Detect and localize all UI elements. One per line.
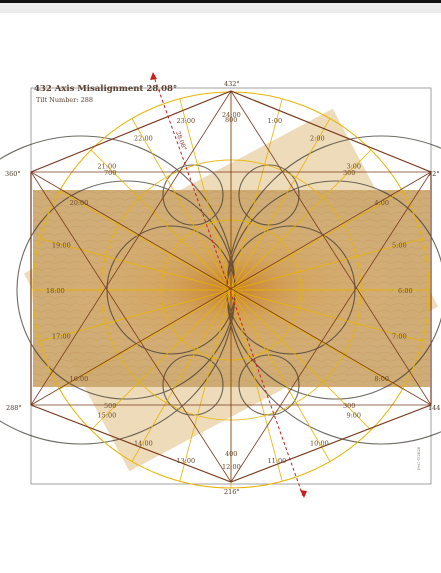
hour-spoke bbox=[230, 289, 403, 390]
hour-label: 20:00 bbox=[70, 199, 89, 207]
hour-spoke bbox=[230, 289, 331, 462]
hour-label: 12:00 bbox=[222, 463, 241, 471]
hour-spoke bbox=[230, 289, 423, 342]
hour-labels: 24:00 1:00 2:00 3:00 4:00 5:00 6:00 7:00 8:00 9:0… bbox=[46, 111, 413, 471]
corner-label-bottom-left: 288° bbox=[6, 404, 22, 412]
hour-spoke bbox=[230, 149, 372, 291]
tilt-angle-label: 28.08° bbox=[174, 130, 187, 151]
hour-label: 11:00 bbox=[268, 457, 287, 465]
hour-label: 15:00 bbox=[98, 411, 117, 419]
hour-label: 4:00 bbox=[374, 199, 389, 207]
hour-spoke bbox=[59, 190, 232, 291]
hour-spoke bbox=[230, 289, 283, 482]
hour-spoke bbox=[131, 118, 232, 291]
hour-spoke bbox=[230, 289, 372, 431]
credit-label: PeC ©2020 bbox=[416, 446, 421, 470]
ring-label: 300 bbox=[343, 402, 355, 410]
hour-label: 19:00 bbox=[52, 241, 71, 249]
hour-spoke bbox=[230, 98, 283, 291]
ring-label: 500 bbox=[104, 402, 116, 410]
hour-label: 7:00 bbox=[392, 333, 407, 341]
hexagon-diagonal bbox=[230, 90, 432, 406]
hour-label: 3:00 bbox=[346, 163, 361, 171]
hour-spoke bbox=[131, 289, 232, 462]
ring-label: 300 bbox=[343, 169, 355, 177]
hexagon-diagonal bbox=[30, 90, 232, 406]
hour-label: 14:00 bbox=[134, 439, 153, 447]
corner-label-bottom-right: 144° bbox=[428, 404, 441, 412]
hexagon-diagonal bbox=[30, 171, 232, 483]
hour-label: 24:00 bbox=[222, 111, 241, 119]
hour-spoke bbox=[230, 190, 403, 291]
corner-label-bottom: 216° bbox=[224, 488, 240, 496]
top-band bbox=[0, 3, 441, 13]
corner-label-left: 360° bbox=[5, 170, 21, 178]
ring-label: 800 bbox=[225, 116, 237, 124]
hexagon-diagonals bbox=[30, 90, 432, 483]
hour-label: 16:00 bbox=[70, 375, 89, 383]
corner-label-top: 432° bbox=[224, 80, 240, 88]
tilt-axis bbox=[150, 72, 307, 498]
hour-spoke bbox=[179, 289, 232, 482]
hour-label: 10:00 bbox=[310, 439, 329, 447]
hour-label: 9:00 bbox=[346, 411, 361, 419]
hour-label: 18:00 bbox=[46, 287, 65, 295]
hour-label: 13:00 bbox=[176, 457, 195, 465]
corner-label-right: 72° bbox=[428, 170, 440, 178]
hour-label: 8:00 bbox=[374, 375, 389, 383]
hour-label: 23:00 bbox=[176, 117, 195, 125]
hour-label: 17:00 bbox=[52, 333, 71, 341]
ring-labels: 800 700 300 500 300 400 bbox=[104, 116, 355, 458]
hour-label: 1:00 bbox=[268, 117, 283, 125]
tilt-number: Tilt Number: 288 bbox=[36, 96, 93, 104]
ring-label: 400 bbox=[225, 450, 237, 458]
hour-label: 5:00 bbox=[392, 241, 407, 249]
hour-spoke bbox=[59, 289, 232, 390]
hour-spokes bbox=[33, 92, 429, 488]
hour-label: 21:00 bbox=[98, 163, 117, 171]
hour-label: 2:00 bbox=[310, 135, 325, 143]
hour-spoke bbox=[90, 289, 232, 431]
diagram-title: 432 Axis Misalignment 28.08° bbox=[34, 84, 177, 94]
hour-spoke bbox=[39, 238, 232, 291]
top-rule bbox=[0, 0, 441, 3]
hour-spoke bbox=[39, 289, 232, 342]
hour-spoke bbox=[230, 118, 331, 291]
hour-spoke bbox=[179, 98, 232, 291]
hour-spoke bbox=[230, 238, 423, 291]
hexagon-diagonal bbox=[30, 171, 432, 406]
hour-label: 22:00 bbox=[134, 135, 153, 143]
hour-spoke bbox=[90, 149, 232, 291]
hour-label: 6:00 bbox=[398, 287, 413, 295]
hexagon-diagonal bbox=[230, 171, 432, 483]
ring-label: 700 bbox=[104, 169, 116, 177]
